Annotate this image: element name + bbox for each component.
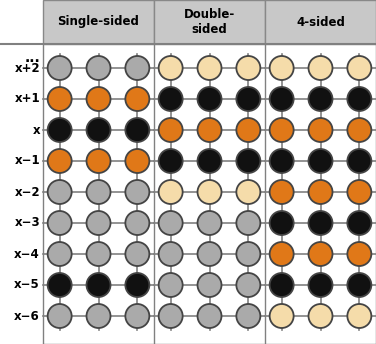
Text: x−5: x−5 xyxy=(14,279,40,291)
Circle shape xyxy=(270,242,294,266)
Circle shape xyxy=(48,87,72,111)
Text: ...: ... xyxy=(24,51,40,65)
Circle shape xyxy=(347,118,371,142)
Circle shape xyxy=(197,56,221,80)
Text: Double-
sided: Double- sided xyxy=(184,8,235,36)
Circle shape xyxy=(86,180,111,204)
Circle shape xyxy=(159,87,183,111)
Bar xyxy=(154,0,265,44)
Circle shape xyxy=(270,180,294,204)
Text: 4-sided: 4-sided xyxy=(296,15,345,29)
Circle shape xyxy=(48,304,72,328)
Circle shape xyxy=(48,149,72,173)
Text: x−3: x−3 xyxy=(14,216,40,229)
Circle shape xyxy=(125,149,149,173)
Circle shape xyxy=(237,304,260,328)
Circle shape xyxy=(347,87,371,111)
Circle shape xyxy=(197,118,221,142)
Circle shape xyxy=(237,273,260,297)
Circle shape xyxy=(197,149,221,173)
Circle shape xyxy=(347,211,371,235)
Circle shape xyxy=(125,211,149,235)
Circle shape xyxy=(86,242,111,266)
Circle shape xyxy=(125,87,149,111)
Circle shape xyxy=(159,273,183,297)
Circle shape xyxy=(347,149,371,173)
Circle shape xyxy=(159,149,183,173)
Circle shape xyxy=(125,180,149,204)
Circle shape xyxy=(237,118,260,142)
Circle shape xyxy=(125,273,149,297)
Circle shape xyxy=(308,242,332,266)
Circle shape xyxy=(308,273,332,297)
Text: x+2: x+2 xyxy=(14,62,40,75)
Circle shape xyxy=(125,242,149,266)
Circle shape xyxy=(197,242,221,266)
Circle shape xyxy=(308,56,332,80)
Circle shape xyxy=(159,180,183,204)
Bar xyxy=(43,0,154,44)
Circle shape xyxy=(270,56,294,80)
Circle shape xyxy=(159,56,183,80)
Circle shape xyxy=(125,304,149,328)
Circle shape xyxy=(159,242,183,266)
Circle shape xyxy=(197,304,221,328)
Circle shape xyxy=(347,242,371,266)
Circle shape xyxy=(270,211,294,235)
Circle shape xyxy=(159,118,183,142)
Circle shape xyxy=(237,242,260,266)
Circle shape xyxy=(270,118,294,142)
Circle shape xyxy=(308,211,332,235)
Circle shape xyxy=(159,304,183,328)
Circle shape xyxy=(270,304,294,328)
Circle shape xyxy=(86,304,111,328)
Circle shape xyxy=(159,211,183,235)
Circle shape xyxy=(48,180,72,204)
Text: x−4: x−4 xyxy=(14,247,40,260)
Text: x: x xyxy=(32,123,40,137)
Circle shape xyxy=(308,149,332,173)
Circle shape xyxy=(197,87,221,111)
Circle shape xyxy=(237,211,260,235)
Circle shape xyxy=(197,180,221,204)
Circle shape xyxy=(86,87,111,111)
Circle shape xyxy=(48,56,72,80)
Circle shape xyxy=(347,56,371,80)
Circle shape xyxy=(86,149,111,173)
Circle shape xyxy=(86,211,111,235)
Circle shape xyxy=(48,273,72,297)
Circle shape xyxy=(237,180,260,204)
Circle shape xyxy=(125,118,149,142)
Circle shape xyxy=(347,180,371,204)
Circle shape xyxy=(86,273,111,297)
Text: x−6: x−6 xyxy=(14,310,40,323)
Circle shape xyxy=(48,118,72,142)
Circle shape xyxy=(270,87,294,111)
Bar xyxy=(265,0,376,44)
Circle shape xyxy=(237,56,260,80)
Text: x−2: x−2 xyxy=(14,185,40,198)
Circle shape xyxy=(308,304,332,328)
Circle shape xyxy=(86,118,111,142)
Text: x+1: x+1 xyxy=(14,93,40,106)
Circle shape xyxy=(125,56,149,80)
Circle shape xyxy=(237,87,260,111)
Circle shape xyxy=(48,211,72,235)
Circle shape xyxy=(308,87,332,111)
Text: x−1: x−1 xyxy=(14,154,40,168)
Circle shape xyxy=(347,273,371,297)
Circle shape xyxy=(308,180,332,204)
Circle shape xyxy=(48,242,72,266)
Circle shape xyxy=(270,273,294,297)
Circle shape xyxy=(197,273,221,297)
Circle shape xyxy=(347,304,371,328)
Circle shape xyxy=(270,149,294,173)
Circle shape xyxy=(308,118,332,142)
Text: Single-sided: Single-sided xyxy=(58,15,139,29)
Circle shape xyxy=(86,56,111,80)
Circle shape xyxy=(197,211,221,235)
Circle shape xyxy=(237,149,260,173)
